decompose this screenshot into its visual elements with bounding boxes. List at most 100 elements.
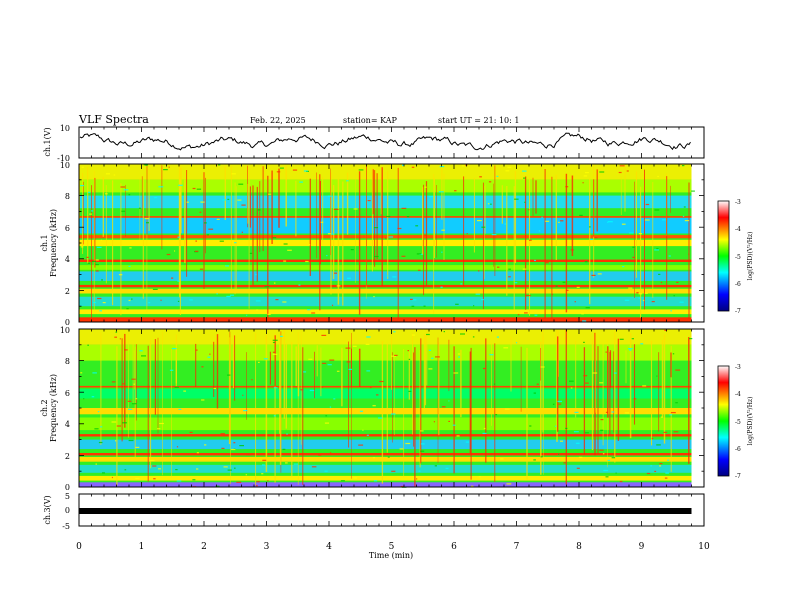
spectrogram-speckle: [410, 298, 413, 300]
spectrogram-speckle: [424, 186, 427, 188]
spectrogram-speckle: [664, 477, 668, 479]
spectrogram-speckle: [124, 469, 127, 471]
spectrogram-speckle: [166, 253, 171, 256]
spectrogram-speckle: [334, 272, 337, 274]
spectrogram-speckle: [196, 468, 199, 470]
spectrogram-speckle: [688, 253, 690, 255]
spectrogram-speckle: [186, 201, 189, 203]
spectrogram-speckle: [570, 249, 574, 251]
spectrogram-speckle: [555, 285, 558, 287]
spectrogram-speckle: [146, 222, 149, 224]
spectrogram-speckle: [86, 256, 89, 258]
spectrogram-speckle: [169, 369, 174, 371]
spectrogram-speckle: [578, 456, 583, 458]
spectrogram-speckle: [227, 374, 231, 376]
spectrogram-speckle: [104, 193, 108, 195]
spectrogram-speckle: [678, 285, 681, 287]
spectrogram-speckle: [456, 435, 460, 437]
spectrogram-speckle: [149, 459, 155, 462]
spectrogram-speckle: [111, 381, 116, 383]
spectrogram-speckle: [299, 181, 303, 183]
spectrogram-speckle: [534, 314, 538, 316]
spectrogram-speckle: [199, 211, 202, 213]
spectrogram-speckle: [373, 227, 379, 229]
spectrogram-band-12: [79, 296, 692, 307]
spectrogram-speckle: [487, 203, 490, 205]
spectrogram-speckle: [636, 292, 639, 294]
ch1-ytick-bottom: -10: [57, 154, 70, 163]
spectrogram-speckle: [273, 415, 276, 417]
spectrogram-band-1: [79, 344, 692, 361]
spectrogram-speckle: [207, 356, 211, 358]
spectrogram-speckle: [591, 274, 596, 276]
spectrogram-speckle: [216, 218, 220, 220]
spectrogram-speckle: [582, 182, 584, 184]
spectrogram-speckle: [457, 353, 461, 355]
spectrogram-speckle: [665, 472, 669, 474]
spectrogram-speckle: [412, 299, 417, 301]
spectrogram-speckle: [226, 295, 231, 297]
spectrogram-speckle: [174, 386, 179, 388]
spectrogram-speckle: [621, 223, 626, 225]
spectrogram-speckle: [613, 372, 617, 374]
spectrogram-speckle: [122, 383, 126, 385]
spectrogram-speckle: [428, 196, 433, 198]
xtick-0: 0: [76, 542, 82, 552]
spectrogram-speckle: [658, 273, 661, 275]
spectrogram-speckle: [87, 344, 89, 346]
spectrogram-speckle: [329, 452, 332, 454]
spectrogram-speckle: [628, 287, 633, 289]
spectrogram-speckle: [168, 166, 170, 168]
spectrogram-band-9: [79, 457, 692, 462]
spectrogram-speckle: [126, 308, 129, 310]
spectrogram-speckle: [433, 421, 435, 423]
cb1-tick-m4: -4: [735, 226, 741, 233]
spectrogram-speckle: [434, 465, 437, 467]
spectrogram-speckle: [333, 398, 336, 400]
spectrogram-speckle: [607, 221, 609, 223]
spectrogram-speckle: [523, 177, 526, 179]
spectrogram-speckle: [411, 305, 415, 307]
spectrogram-speckle: [488, 181, 492, 183]
spectrogram-speckle: [311, 466, 317, 468]
spectrogram-speckle: [522, 170, 527, 172]
spectrogram-speckle: [80, 372, 83, 374]
spectrogram-speckle: [644, 219, 650, 221]
spectrogram-speckle: [605, 411, 608, 413]
spectrogram-speckle: [256, 481, 260, 483]
cb1-tick-m7: -7: [735, 308, 741, 315]
colorbar-ch1-label: log(PSD)(V²/Hz): [747, 232, 754, 281]
spectrogram-speckle: [108, 319, 110, 321]
spectrogram-speckle: [453, 372, 459, 374]
spectrogram-speckle: [99, 310, 102, 312]
spectrogram-speckle: [576, 467, 580, 469]
spectrogram-speckle: [246, 314, 248, 316]
xtick-7: 7: [514, 542, 520, 552]
spectrogram-speckle: [358, 444, 364, 446]
spectrogram-speckle: [388, 236, 394, 238]
spectrogram-speckle: [176, 480, 182, 482]
spectrogram-speckle: [272, 351, 276, 353]
spectrogram-speckle: [128, 408, 133, 410]
cb2-tick-m6: -6: [735, 446, 741, 453]
spectrogram-speckle: [503, 347, 509, 349]
spectrogram-speckle: [584, 172, 589, 174]
spectrogram-speckle: [372, 405, 376, 407]
spectrogram-speckle: [218, 164, 221, 166]
spectrogram-speckle: [581, 313, 584, 315]
station-label: station= KAP: [343, 116, 398, 125]
spectrogram-speckle: [111, 421, 117, 423]
spectrogram-speckle: [320, 221, 324, 223]
spectrogram-speckle: [285, 462, 288, 464]
spectrogram-speckle: [160, 299, 162, 301]
spectrogram-speckle: [267, 313, 271, 315]
spectrogram-speckle: [331, 304, 334, 306]
spectrogram-speckle: [131, 298, 133, 300]
spectrogram-speckle: [93, 301, 97, 304]
spectrogram-speckle: [638, 233, 642, 235]
spectrogram-speckle: [638, 297, 641, 299]
ch1-waveform-ylabel: ch.1(V): [43, 127, 52, 156]
spectrogram-speckle: [607, 459, 611, 461]
spectrogram-speckle: [401, 255, 406, 257]
spectrogram-speckle: [373, 457, 375, 459]
